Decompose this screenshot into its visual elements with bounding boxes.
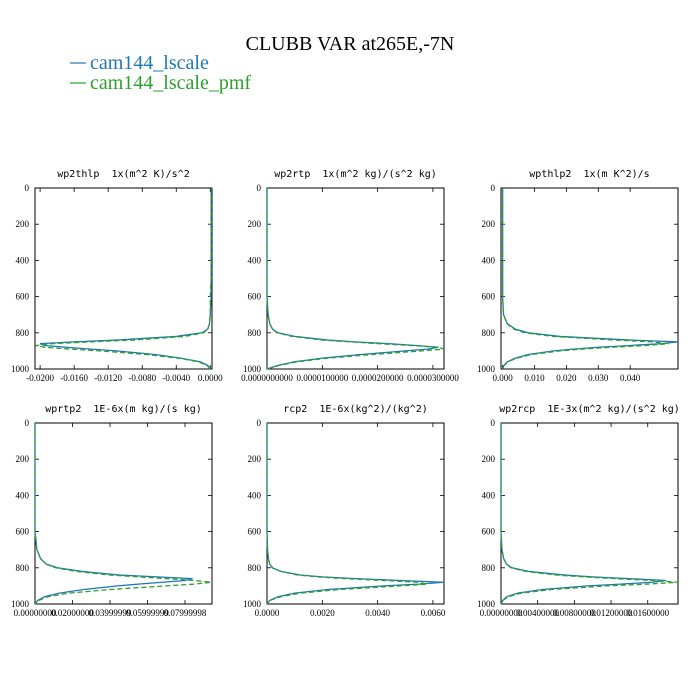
x-tick-label: -0.0120 [94, 373, 122, 383]
x-tick-label: 0.05999999 [126, 608, 169, 618]
x-tick-label: 0.01200000 [590, 608, 633, 618]
y-tick-label: 1000 [11, 599, 30, 609]
y-tick-label: 800 [248, 328, 262, 338]
figure-title: CLUBB VAR at265E,-7N [246, 33, 455, 55]
panel: wp2rtp 1x(m^2 kg)/(s^2 kg) 0 200 400 600 800 1… [241, 169, 459, 383]
y-tick-label: 200 [482, 219, 496, 229]
x-tick-label: 0.01600000 [626, 608, 669, 618]
x-tick-label: 0.0000300000 [407, 373, 459, 383]
x-tick-label: 0.02000000 [51, 608, 94, 618]
panel: wp2thlp 1x(m^2 K)/s^202004006008001000-0… [11, 169, 223, 383]
y-tick-label: 800 [482, 328, 496, 338]
x-tick-label: 0.00000000 [480, 608, 523, 618]
profile-line [34, 423, 193, 605]
y-tick-label: 1000 [477, 599, 496, 609]
y-tick-label: 600 [16, 527, 30, 537]
x-tick-label: 0.030 [588, 373, 609, 383]
y-tick-label: 800 [16, 563, 30, 573]
x-tick-label: 0.0000 [255, 608, 280, 618]
panel-title: wpthlp2 1x(m K^2)/s [529, 169, 649, 180]
profile-line [34, 423, 212, 605]
x-tick-label: 0.020 [556, 373, 577, 383]
x-tick-label: 0.0060 [421, 608, 446, 618]
x-tick-label: 0.0000 [198, 373, 223, 383]
legend-label: cam144_lscale [90, 52, 209, 74]
panel-title: wp2rtp 1x(m^2 kg)/(s^2 kg) [274, 169, 437, 180]
profile-line [501, 188, 679, 370]
y-tick-label: 800 [482, 563, 496, 573]
panel-title: wp2rcp 1E-3x(m^2 kg)/(s^2 kg) [499, 404, 680, 415]
panel-title: wp2thlp 1x(m^2 K)/s^2 [57, 169, 189, 180]
y-tick-label: 400 [16, 255, 30, 265]
y-tick-label: 800 [16, 328, 30, 338]
y-tick-label: 1000 [11, 364, 30, 374]
panel: rcp2 1E-6x(kg^2)/(kg^2) 0 200 400 600 800 1000… [243, 404, 446, 618]
y-tick-label: 800 [248, 563, 262, 573]
profile-line [266, 188, 445, 370]
x-tick-label: 0.03999999 [89, 608, 132, 618]
plot-frame [34, 187, 213, 370]
panel: wpthlp2 1x(m K^2)/s 0 200 400 600 800 10000.00… [477, 169, 679, 383]
y-tick-label: 0 [25, 183, 30, 193]
profile-line [501, 188, 669, 370]
x-tick-label: 0.00000000 [14, 608, 57, 618]
y-tick-label: 0 [257, 418, 262, 428]
y-tick-label: 0 [491, 183, 496, 193]
x-tick-label: 0.00800000 [553, 608, 596, 618]
y-tick-label: 600 [16, 292, 30, 302]
y-tick-label: 200 [248, 454, 262, 464]
plot-frame [500, 187, 679, 370]
x-tick-label: 0.0000000000 [241, 373, 293, 383]
x-tick-label: 0.0000200000 [352, 373, 404, 383]
y-tick-label: 0 [257, 183, 262, 193]
x-tick-label: 0.010 [524, 373, 545, 383]
y-tick-label: 0 [491, 418, 496, 428]
y-tick-label: 600 [482, 527, 496, 537]
y-tick-label: 400 [248, 490, 262, 500]
y-tick-label: 0 [25, 418, 30, 428]
x-tick-label: -0.0200 [26, 373, 54, 383]
x-tick-label: 0.00400000 [516, 608, 559, 618]
panel: wprtp2 1E-6x(m kg)/(s kg) 0 200 400 600 800 10… [11, 404, 213, 618]
y-tick-label: 200 [16, 219, 30, 229]
y-tick-label: 400 [482, 490, 496, 500]
profile-line [266, 423, 428, 605]
y-tick-label: 600 [248, 527, 262, 537]
x-tick-label: -0.0040 [162, 373, 190, 383]
x-tick-label: -0.0080 [128, 373, 156, 383]
x-tick-label: 0.07999998 [164, 608, 207, 618]
legend-label: cam144_lscale_pmf [90, 72, 251, 94]
y-tick-label: 200 [482, 454, 496, 464]
y-tick-label: 200 [248, 219, 262, 229]
y-tick-label: 1000 [243, 599, 262, 609]
profile-line [500, 423, 667, 605]
x-tick-label: 0.000 [492, 373, 513, 383]
panel-title: rcp2 1E-6x(kg^2)/(kg^2) [283, 404, 428, 415]
x-tick-label: 0.040 [620, 373, 641, 383]
x-tick-label: 0.0000100000 [296, 373, 348, 383]
panel-title: wprtp2 1E-6x(m kg)/(s kg) [45, 404, 202, 415]
profile-line [39, 188, 212, 370]
y-tick-label: 600 [248, 292, 262, 302]
y-tick-label: 400 [248, 255, 262, 265]
panel: wp2rcp 1E-3x(m^2 kg)/(s^2 kg)0 200 400 600 8… [477, 404, 680, 618]
y-tick-label: 400 [16, 490, 30, 500]
x-tick-label: 0.0040 [365, 608, 390, 618]
y-tick-label: 400 [482, 255, 496, 265]
x-tick-label: 0.0020 [310, 608, 335, 618]
profile-line [266, 188, 439, 370]
y-tick-label: 1000 [477, 364, 496, 374]
y-tick-label: 1000 [243, 364, 262, 374]
x-tick-label: -0.0160 [60, 373, 88, 383]
profile-line [500, 423, 679, 605]
y-tick-label: 200 [16, 454, 30, 464]
y-tick-label: 600 [482, 292, 496, 302]
